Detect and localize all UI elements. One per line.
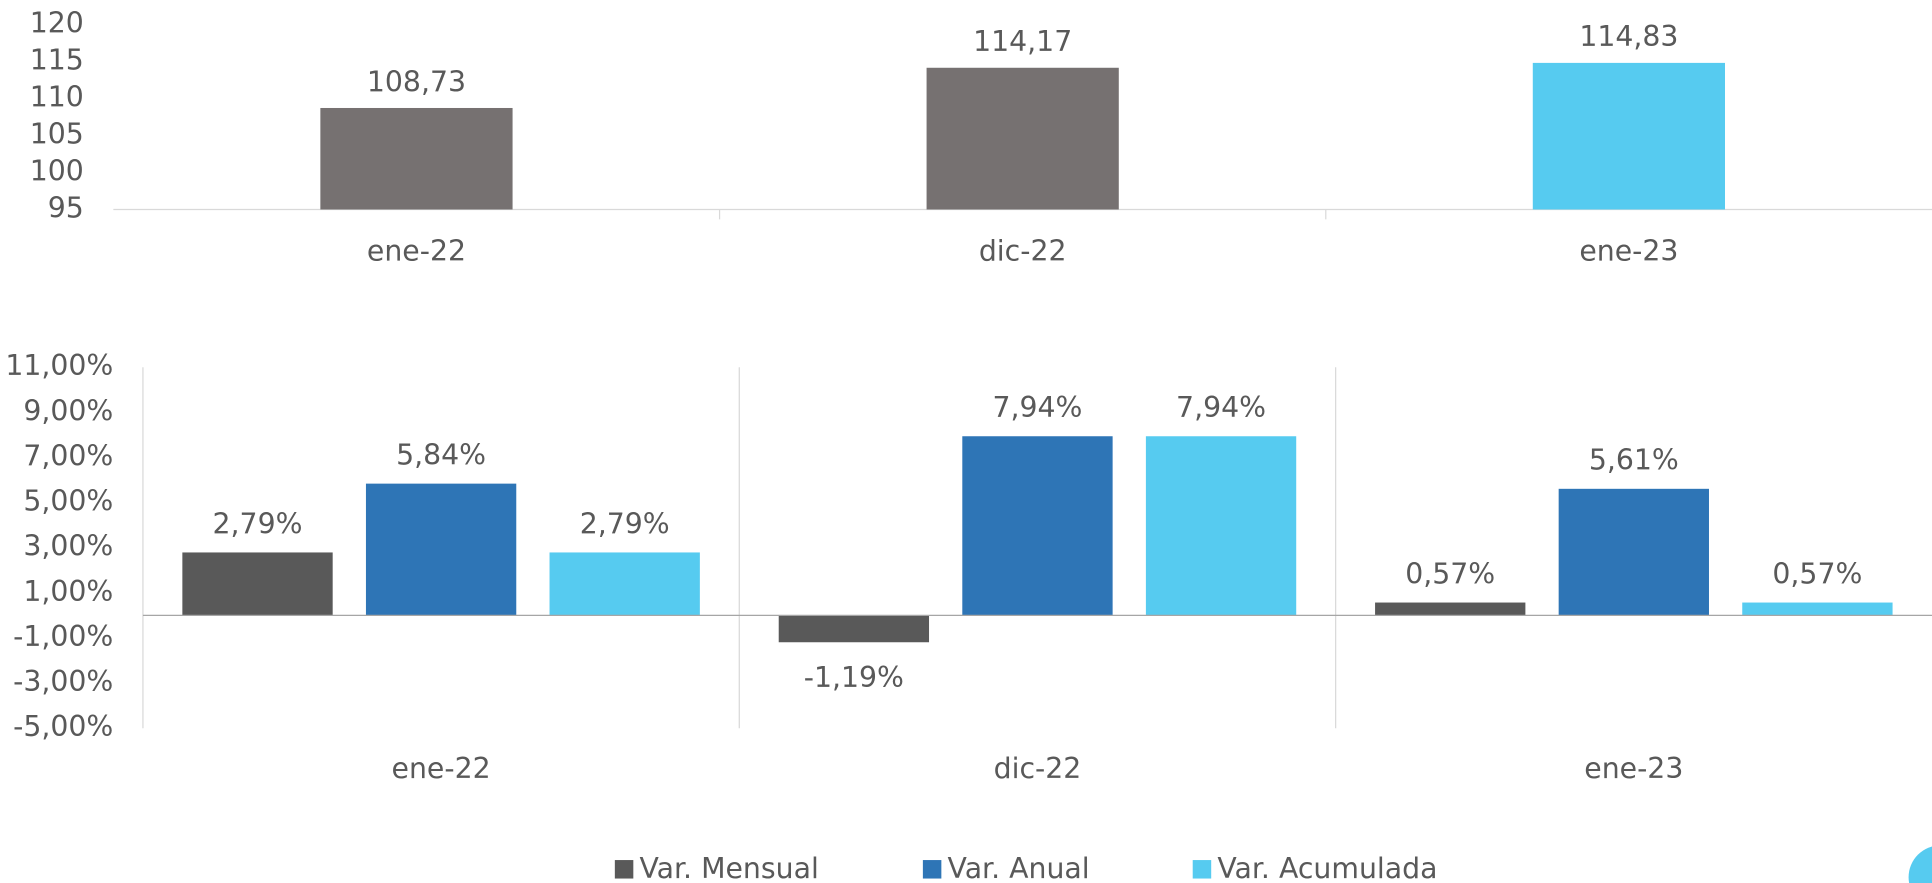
data-label: 2,79%: [580, 507, 670, 540]
data-label: 108,73: [367, 65, 466, 98]
data-label: 5,61%: [1589, 444, 1679, 477]
bar: [778, 615, 930, 643]
x-tick-label: ene-22: [367, 235, 466, 268]
bar: [1532, 62, 1725, 210]
data-label: 7,94%: [1176, 391, 1266, 424]
y-tick-label: 115: [30, 44, 84, 77]
x-tick-label: ene-23: [1584, 752, 1683, 785]
data-label: 5,84%: [396, 439, 486, 472]
data-label: 114,83: [1579, 20, 1678, 53]
y-tick-label: 120: [30, 7, 84, 40]
data-label: 0,57%: [1405, 557, 1495, 590]
y-tick-label: 5,00%: [23, 485, 113, 518]
y-tick-label: -1,00%: [13, 620, 113, 653]
legend-label: Var. Acumulada: [1217, 852, 1437, 883]
y-tick-label: 11,00%: [5, 349, 113, 382]
bar: [926, 67, 1119, 210]
data-label: 2,79%: [213, 507, 303, 540]
bar: [1145, 436, 1297, 616]
y-tick-label: 3,00%: [23, 530, 113, 563]
y-tick-label: 1,00%: [23, 575, 113, 608]
bar: [962, 436, 1113, 616]
y-tick-label: 95: [48, 191, 84, 224]
bar: [1375, 602, 1526, 616]
data-label: 0,57%: [1772, 557, 1862, 590]
y-tick-label: 110: [30, 81, 84, 114]
y-tick-label: 100: [30, 155, 84, 188]
y-tick-label: 7,00%: [23, 439, 113, 472]
x-tick-label: ene-22: [392, 752, 491, 785]
legend-swatch: [922, 860, 942, 879]
legend-swatch: [614, 860, 634, 879]
legend-label: Var. Mensual: [639, 852, 818, 883]
data-label: 114,17: [973, 25, 1072, 58]
x-tick-label: ene-23: [1579, 235, 1678, 268]
bar: [182, 552, 333, 616]
y-tick-label: -3,00%: [13, 665, 113, 698]
bar: [1558, 488, 1709, 616]
data-label: -1,19%: [804, 661, 904, 694]
bar: [549, 552, 700, 616]
bar: [320, 107, 513, 210]
bar: [365, 483, 517, 616]
bar: [1742, 602, 1893, 616]
data-label: 7,94%: [992, 391, 1082, 424]
y-tick-label: 105: [30, 118, 84, 151]
x-tick-label: dic-22: [979, 235, 1067, 268]
y-tick-label: -5,00%: [13, 710, 113, 743]
y-tick-label: 9,00%: [23, 394, 113, 427]
decoration: [1908, 846, 1932, 883]
legend-label: Var. Anual: [948, 852, 1090, 883]
x-tick-label: dic-22: [994, 752, 1082, 785]
legend-swatch: [1192, 860, 1212, 879]
